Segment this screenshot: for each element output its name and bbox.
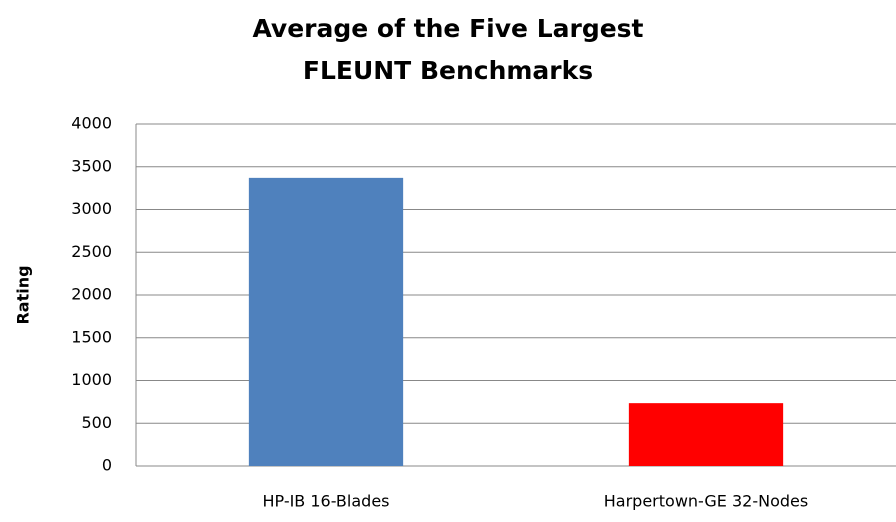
y-tick-label: 3500 — [71, 156, 112, 175]
y-tick-label: 4000 — [71, 114, 112, 133]
y-tick-label: 500 — [81, 413, 112, 432]
chart-title: Average of the Five Largest — [252, 14, 643, 43]
y-axis-label: Rating — [14, 265, 33, 324]
y-tick-label: 3000 — [71, 199, 112, 218]
y-tick-label: 2000 — [71, 285, 112, 304]
x-tick-label: HP-IB 16-Blades — [262, 492, 389, 511]
bar — [628, 403, 784, 466]
y-tick-label: 1500 — [71, 327, 112, 346]
chart-title: FLEUNT Benchmarks — [303, 56, 593, 85]
bar — [248, 177, 404, 467]
y-tick-label: 0 — [102, 456, 112, 475]
x-tick-label: Harpertown-GE 32-Nodes — [604, 492, 808, 511]
y-tick-label: 1000 — [71, 370, 112, 389]
y-tick-label: 2500 — [71, 242, 112, 261]
